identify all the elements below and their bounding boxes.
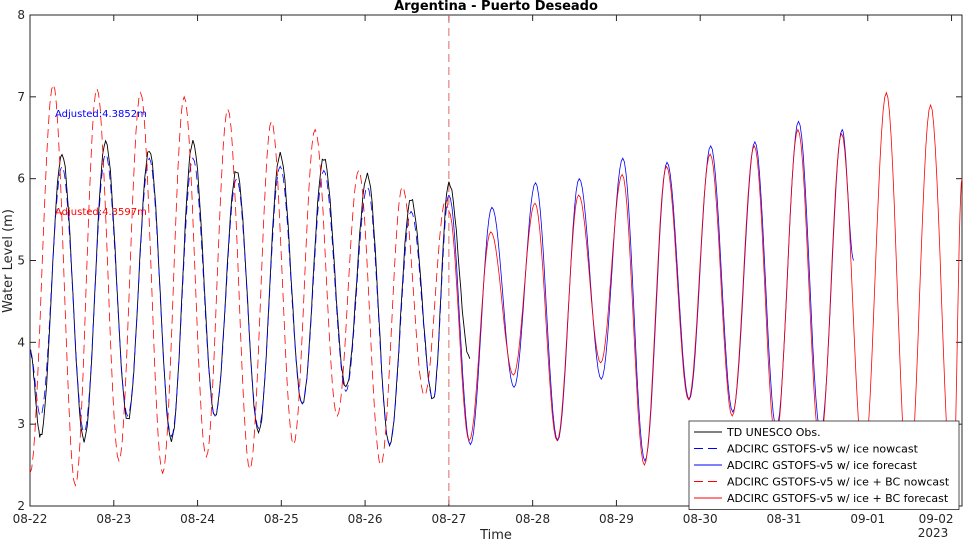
x-tick-label: 08-30 bbox=[683, 512, 718, 526]
legend-entry: TD UNESCO Obs. bbox=[726, 426, 821, 439]
x-tick-label: 08-27 bbox=[431, 512, 466, 526]
axis-ticks: 2 3 4 5 6 7 8 08-22 08-23 08-24 08-25 08-26 08-27 08-… bbox=[13, 8, 962, 526]
x-tick-label: 08-28 bbox=[515, 512, 550, 526]
series-layer bbox=[29, 83, 963, 498]
x-tick-label: 08-26 bbox=[348, 512, 383, 526]
legend: TD UNESCO Obs. ADCIRC GSTOFS-v5 w/ ice no… bbox=[688, 420, 960, 510]
x-tick-label: 08-23 bbox=[96, 512, 131, 526]
y-tick-label: 2 bbox=[17, 499, 25, 513]
annotation-adjusted-blue: Adjusted:4.3852m bbox=[55, 109, 147, 120]
x-tick-label: 08-29 bbox=[599, 512, 634, 526]
x-tick-label: 08-31 bbox=[767, 512, 802, 526]
annotation-adjusted-red: Adjusted:4.3597m bbox=[55, 207, 147, 218]
y-tick-label: 6 bbox=[17, 172, 25, 186]
x-tick-label: 08-24 bbox=[180, 512, 215, 526]
y-tick-label: 4 bbox=[17, 335, 25, 349]
x-tick-label: 09-01 bbox=[850, 512, 885, 526]
chart-title: Argentina - Puerto Deseado bbox=[394, 0, 598, 14]
legend-entry: ADCIRC GSTOFS-v5 w/ ice + BC forecast bbox=[727, 492, 949, 505]
legend-box bbox=[688, 420, 960, 510]
x-axis-label: Time bbox=[479, 528, 512, 541]
legend-entry: ADCIRC GSTOFS-v5 w/ ice + BC nowcast bbox=[727, 476, 950, 489]
legend-entry: ADCIRC GSTOFS-v5 w/ ice forecast bbox=[727, 459, 918, 472]
y-tick-label: 5 bbox=[17, 254, 25, 268]
y-tick-label: 7 bbox=[17, 90, 25, 104]
legend-entry: ADCIRC GSTOFS-v5 w/ ice nowcast bbox=[727, 443, 919, 456]
y-axis-label: Water Level (m) bbox=[1, 209, 16, 313]
series-line-4 bbox=[448, 91, 963, 498]
x-tick-label: 08-22 bbox=[13, 512, 48, 526]
y-tick-label: 8 bbox=[17, 8, 25, 22]
x-axis-year-label: 2023 bbox=[918, 526, 949, 540]
y-tick-label: 3 bbox=[17, 417, 25, 431]
x-tick-label: 09-02 bbox=[919, 512, 954, 526]
x-tick-label: 08-25 bbox=[264, 512, 299, 526]
